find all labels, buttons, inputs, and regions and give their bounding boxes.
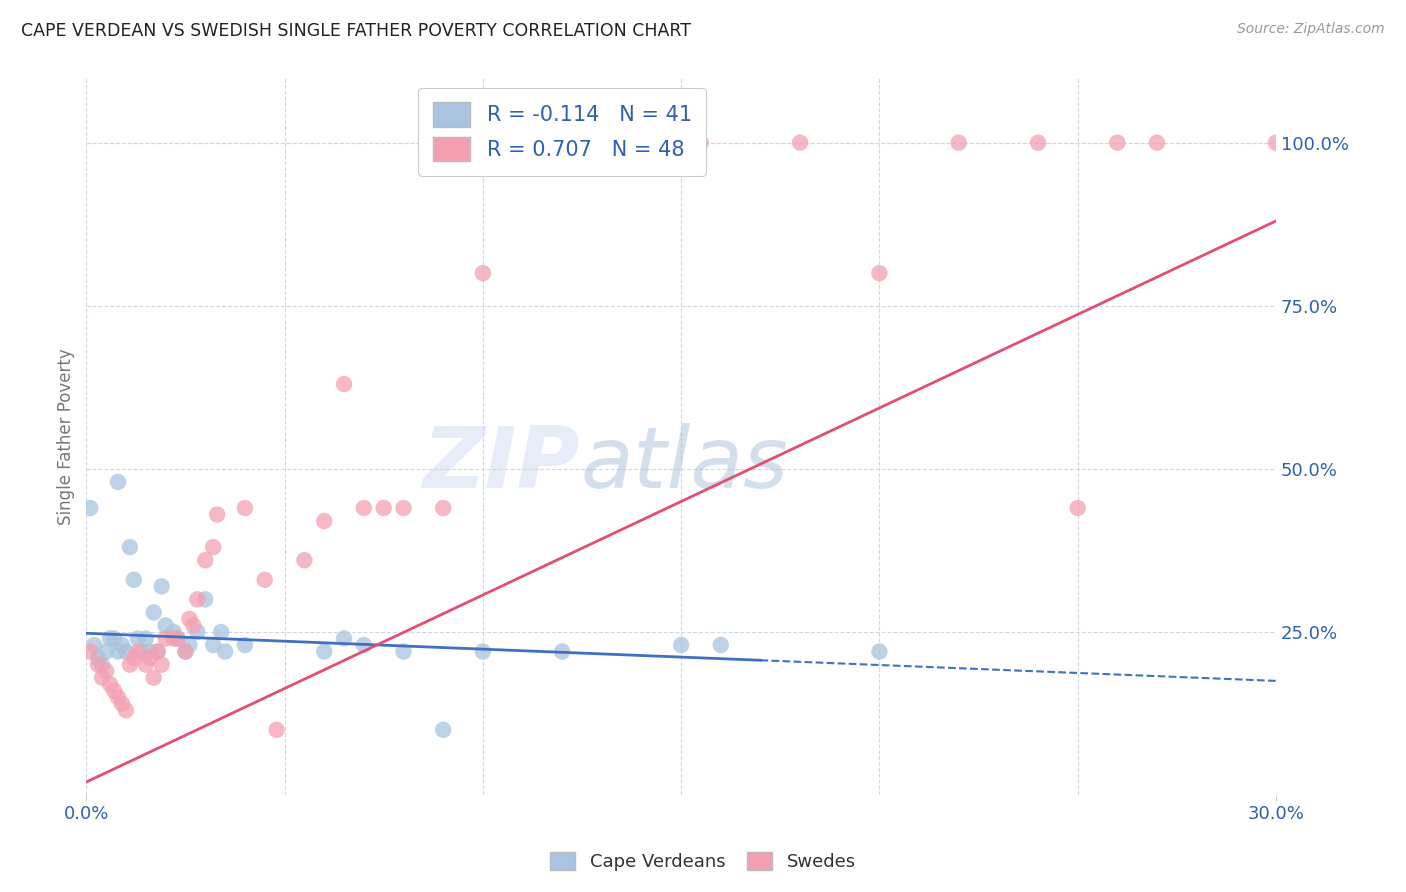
Y-axis label: Single Father Poverty: Single Father Poverty (58, 348, 75, 524)
Point (150, 657, 173, 672)
Point (333, 632, 356, 646)
Point (162, 632, 184, 646)
Point (142, 606, 165, 620)
Point (127, 644, 149, 658)
Point (111, 697, 134, 711)
Point (127, 632, 149, 646)
Text: ZIP: ZIP (422, 424, 581, 507)
Point (179, 612, 201, 626)
Point (868, 266, 890, 280)
Point (91, 671, 114, 685)
Point (146, 644, 169, 658)
Point (266, 723, 288, 737)
Point (789, 136, 811, 150)
Point (103, 632, 125, 646)
Point (392, 501, 415, 516)
Legend: Cape Verdeans, Swedes: Cape Verdeans, Swedes (543, 845, 863, 879)
Point (115, 703, 138, 717)
Point (122, 573, 145, 587)
Point (202, 540, 225, 554)
Point (186, 592, 208, 607)
Point (79, 644, 101, 658)
Point (98, 677, 121, 691)
Point (690, 136, 713, 150)
Point (194, 553, 217, 567)
Point (669, 136, 692, 150)
Point (233, 501, 256, 516)
Point (139, 644, 162, 658)
Point (91, 657, 114, 672)
Point (471, 266, 494, 280)
Point (174, 644, 197, 658)
Point (135, 657, 157, 672)
Point (1146, 136, 1168, 150)
Point (314, 514, 336, 528)
Point (432, 501, 454, 516)
Point (118, 657, 141, 672)
Point (166, 632, 188, 646)
Legend: R = -0.114   N = 41, R = 0.707   N = 48: R = -0.114 N = 41, R = 0.707 N = 48 (418, 87, 706, 176)
Point (83, 638, 105, 652)
Point (162, 624, 184, 639)
Point (205, 508, 228, 522)
Point (166, 632, 188, 646)
Point (135, 632, 157, 646)
Text: atlas: atlas (581, 424, 787, 507)
Point (353, 501, 375, 516)
Point (233, 638, 256, 652)
Point (948, 136, 970, 150)
Point (118, 540, 141, 554)
Point (669, 638, 692, 652)
Point (392, 644, 415, 658)
Point (107, 475, 129, 489)
Point (94, 664, 117, 678)
Point (87, 657, 110, 672)
Point (471, 644, 494, 658)
Point (333, 377, 356, 392)
Text: Source: ZipAtlas.com: Source: ZipAtlas.com (1237, 22, 1385, 37)
Point (432, 723, 454, 737)
Point (107, 644, 129, 658)
Point (87, 651, 110, 665)
Point (94, 644, 117, 658)
Point (131, 644, 153, 658)
Point (155, 632, 177, 646)
Point (139, 651, 162, 665)
Point (107, 690, 129, 705)
Point (142, 671, 165, 685)
Point (209, 624, 232, 639)
Point (868, 644, 890, 658)
Point (253, 573, 276, 587)
Point (115, 644, 138, 658)
Point (214, 644, 236, 658)
Point (98, 632, 121, 646)
Point (292, 553, 315, 567)
Point (353, 638, 375, 652)
Point (1265, 136, 1288, 150)
Point (174, 644, 197, 658)
Point (122, 651, 145, 665)
Point (186, 624, 208, 639)
Text: CAPE VERDEAN VS SWEDISH SINGLE FATHER POVERTY CORRELATION CHART: CAPE VERDEAN VS SWEDISH SINGLE FATHER PO… (21, 22, 692, 40)
Point (373, 501, 395, 516)
Point (103, 683, 125, 698)
Point (111, 638, 134, 652)
Point (551, 644, 574, 658)
Point (314, 644, 336, 658)
Point (1066, 501, 1088, 516)
Point (1026, 136, 1049, 150)
Point (155, 618, 177, 632)
Point (150, 579, 173, 593)
Point (179, 638, 201, 652)
Point (183, 618, 205, 632)
Point (710, 638, 733, 652)
Point (1107, 136, 1129, 150)
Point (202, 638, 225, 652)
Point (146, 644, 169, 658)
Point (194, 592, 217, 607)
Point (79, 501, 101, 516)
